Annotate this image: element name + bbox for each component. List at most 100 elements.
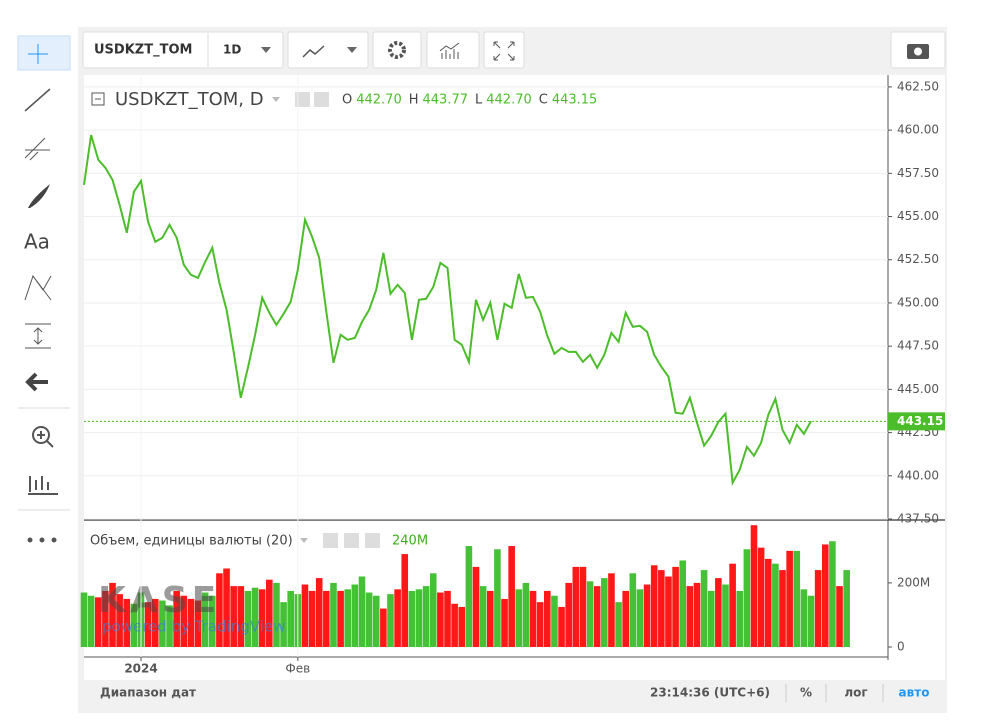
volume-bar	[757, 547, 765, 647]
volume-bar	[501, 598, 508, 647]
volume-bar	[151, 598, 159, 647]
icon	[37, 431, 54, 448]
ohlc-key: C	[539, 93, 548, 108]
visibility-button[interactable]	[323, 533, 338, 548]
volume-bar	[130, 603, 138, 647]
more-tools[interactable]	[39, 537, 45, 543]
date-range[interactable]: Диапазон дат	[100, 686, 196, 700]
chart-style[interactable]	[287, 31, 369, 69]
volume-bar	[258, 589, 266, 647]
fullscreen-button[interactable]	[483, 31, 525, 69]
volume-last-value: 240M	[392, 534, 428, 549]
interval[interactable]: 1D	[223, 43, 241, 57]
collapse-button[interactable]	[91, 92, 105, 106]
volume-bar	[444, 590, 451, 647]
dropdown[interactable]	[347, 47, 357, 53]
icon	[493, 41, 515, 61]
zoom-tool[interactable]	[32, 426, 50, 444]
volume-bar	[522, 582, 530, 647]
volume-bar	[458, 606, 466, 647]
volume-bar	[429, 573, 437, 647]
more-tools[interactable]	[51, 537, 57, 543]
volume-bar	[750, 525, 758, 647]
volume-bar	[287, 590, 295, 647]
remove-tool[interactable]	[25, 372, 48, 392]
ruler-tool[interactable]	[28, 476, 58, 495]
pattern-tool[interactable]	[24, 274, 52, 301]
volume-bar	[779, 570, 786, 647]
remove-button[interactable]	[365, 533, 380, 548]
volume-bar	[807, 595, 815, 647]
y-tick-label: 450.00	[897, 295, 939, 309]
volume-bar	[715, 578, 722, 647]
volume-bar	[700, 570, 708, 647]
measure-tool[interactable]	[25, 323, 51, 349]
volume-bar	[486, 590, 494, 647]
volume-bar	[380, 608, 387, 647]
volume-title: Объем, единицы валюты (20)	[90, 534, 293, 549]
volume-bar	[729, 563, 736, 647]
volume-bar	[736, 590, 744, 647]
settings-button[interactable]	[314, 92, 329, 107]
auto-toggle[interactable]: авто	[899, 686, 930, 700]
price-line	[83, 134, 812, 487]
dropdown[interactable]	[261, 47, 271, 53]
symbol-box[interactable]	[82, 31, 284, 69]
more-tools[interactable]	[27, 537, 33, 543]
volume-bar	[109, 582, 116, 647]
volume-bar	[372, 595, 380, 647]
icon	[302, 45, 325, 58]
volume-bar	[187, 598, 195, 647]
volume-bar	[315, 578, 323, 647]
volume-bar	[387, 594, 394, 647]
volume-bar	[408, 590, 416, 647]
volume-bar	[422, 586, 430, 647]
watermark-caption: powered by TradingView	[102, 618, 285, 636]
symbol[interactable]: USDKZT_TOM	[94, 43, 192, 58]
volume-bar	[586, 581, 594, 647]
volume-bar	[593, 586, 601, 647]
volume-bar	[401, 554, 409, 647]
log-toggle[interactable]: лог	[844, 686, 867, 700]
volume-bar	[579, 566, 587, 647]
ohlc-key: O	[342, 93, 352, 108]
y-tick-label: 455.00	[897, 209, 939, 223]
percent-toggle[interactable]: %	[800, 686, 812, 700]
volume-bar	[843, 570, 850, 647]
volume-bar	[472, 566, 480, 647]
volume-bar	[208, 595, 216, 647]
left-toolbar: Aa	[17, 35, 71, 543]
text-tool[interactable]: Aa	[24, 230, 50, 254]
volume-bar	[280, 602, 287, 647]
ohlc-key: H	[409, 93, 419, 108]
volume-bar	[344, 589, 352, 647]
volume-bar	[173, 590, 180, 647]
y-tick-label: 440.00	[897, 468, 939, 482]
y-tick-label: 0	[897, 640, 905, 654]
series-title: USDKZT_TOM, D	[115, 89, 264, 110]
settings-button[interactable]	[372, 31, 422, 69]
icon	[388, 41, 406, 59]
crosshair-tool[interactable]	[17, 35, 71, 71]
volume-bar	[601, 578, 608, 647]
last-price-tag	[888, 412, 945, 431]
volume-bar	[201, 592, 209, 647]
settings-button[interactable]	[344, 533, 359, 548]
volume-bar	[494, 549, 501, 647]
volume-bar	[308, 590, 316, 647]
volume-bar	[102, 590, 109, 647]
volume-bar	[116, 594, 123, 647]
volume-bar	[836, 586, 843, 647]
indicators-button[interactable]	[426, 31, 480, 69]
volume-bar	[94, 597, 102, 647]
ohlc-value: 442.70	[356, 93, 402, 108]
dropdown[interactable]	[272, 97, 280, 102]
clock: 23:14:36 (UTC+6)	[650, 686, 770, 700]
pitchfork-tool[interactable]	[24, 137, 50, 161]
visibility-button[interactable]	[295, 92, 310, 107]
dropdown[interactable]	[300, 538, 308, 543]
volume-bar	[508, 546, 515, 647]
brush-tool[interactable]	[28, 184, 50, 208]
volume-bar	[722, 584, 729, 647]
trend-line-tool[interactable]	[24, 88, 51, 112]
